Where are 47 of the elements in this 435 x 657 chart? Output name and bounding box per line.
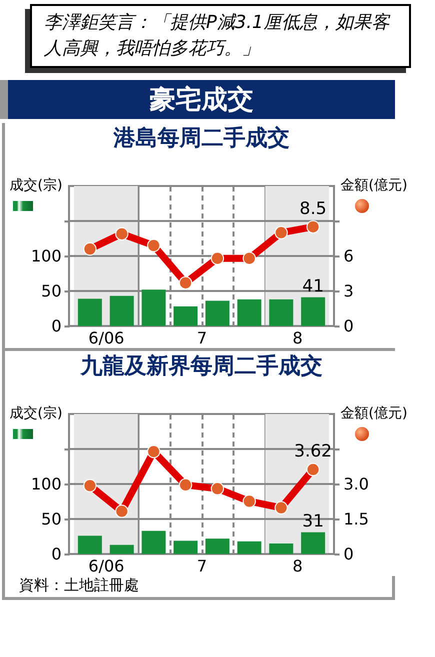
chart-title: 九龍及新界每周二手成交 — [80, 353, 322, 379]
bar — [301, 297, 326, 326]
x-tick-label: 6/06 — [88, 328, 124, 348]
data-label: 3.62 — [294, 442, 332, 462]
y-tick-label: 0 — [51, 316, 62, 336]
bar — [142, 530, 166, 554]
bar — [78, 536, 102, 554]
chart-title: 港島每周二手成交 — [112, 125, 290, 151]
bar — [78, 298, 102, 326]
x-tick-label: 6/06 — [88, 556, 124, 576]
y2-tick-label: 3.0 — [344, 474, 369, 494]
x-tick-label: 7 — [196, 328, 208, 348]
y-tick-label: 100 — [30, 246, 62, 266]
bar — [110, 296, 134, 326]
data-label: 8.5 — [300, 198, 327, 219]
text: 李澤鉅笑言：「提供P減3.1厘低息，如果客人高興，我唔怕多花巧。」 — [30, 4, 411, 68]
text: 資料：土地註冊處 — [18, 576, 140, 596]
y2-tick-label: 3 — [344, 282, 354, 300]
bar — [174, 306, 198, 326]
bar — [142, 290, 166, 326]
text: 豪宅成交 — [0, 80, 395, 119]
bar — [205, 300, 230, 326]
bar — [174, 540, 198, 554]
bar — [301, 532, 326, 554]
bar — [205, 538, 230, 554]
y-tick-label: 0 — [51, 544, 62, 564]
y2-tick-label: 0 — [344, 544, 354, 564]
bar — [269, 544, 294, 554]
x-tick-label: 8 — [292, 328, 303, 348]
y-tick-label: 50 — [41, 510, 62, 528]
bar — [269, 299, 294, 326]
bar — [237, 541, 262, 554]
y-tick-label: 50 — [41, 282, 62, 300]
bar — [237, 299, 262, 326]
y-axis-title: 成交(宗) — [10, 178, 62, 194]
x-tick-label: 8 — [292, 556, 303, 576]
y2-tick-label: 0 — [344, 316, 354, 336]
y2-axis-title: 金額(億元) — [340, 406, 408, 422]
y2-tick-label: 1.5 — [344, 510, 369, 528]
y-tick-label: 100 — [30, 474, 62, 494]
y2-axis-title: 金額(億元) — [340, 178, 408, 194]
y2-tick-label: 6 — [344, 246, 354, 266]
data-label: 31 — [302, 511, 324, 532]
data-label: 41 — [302, 276, 324, 296]
y-axis-title: 成交(宗) — [10, 406, 62, 422]
bar — [110, 544, 134, 554]
x-tick-label: 7 — [196, 556, 208, 576]
